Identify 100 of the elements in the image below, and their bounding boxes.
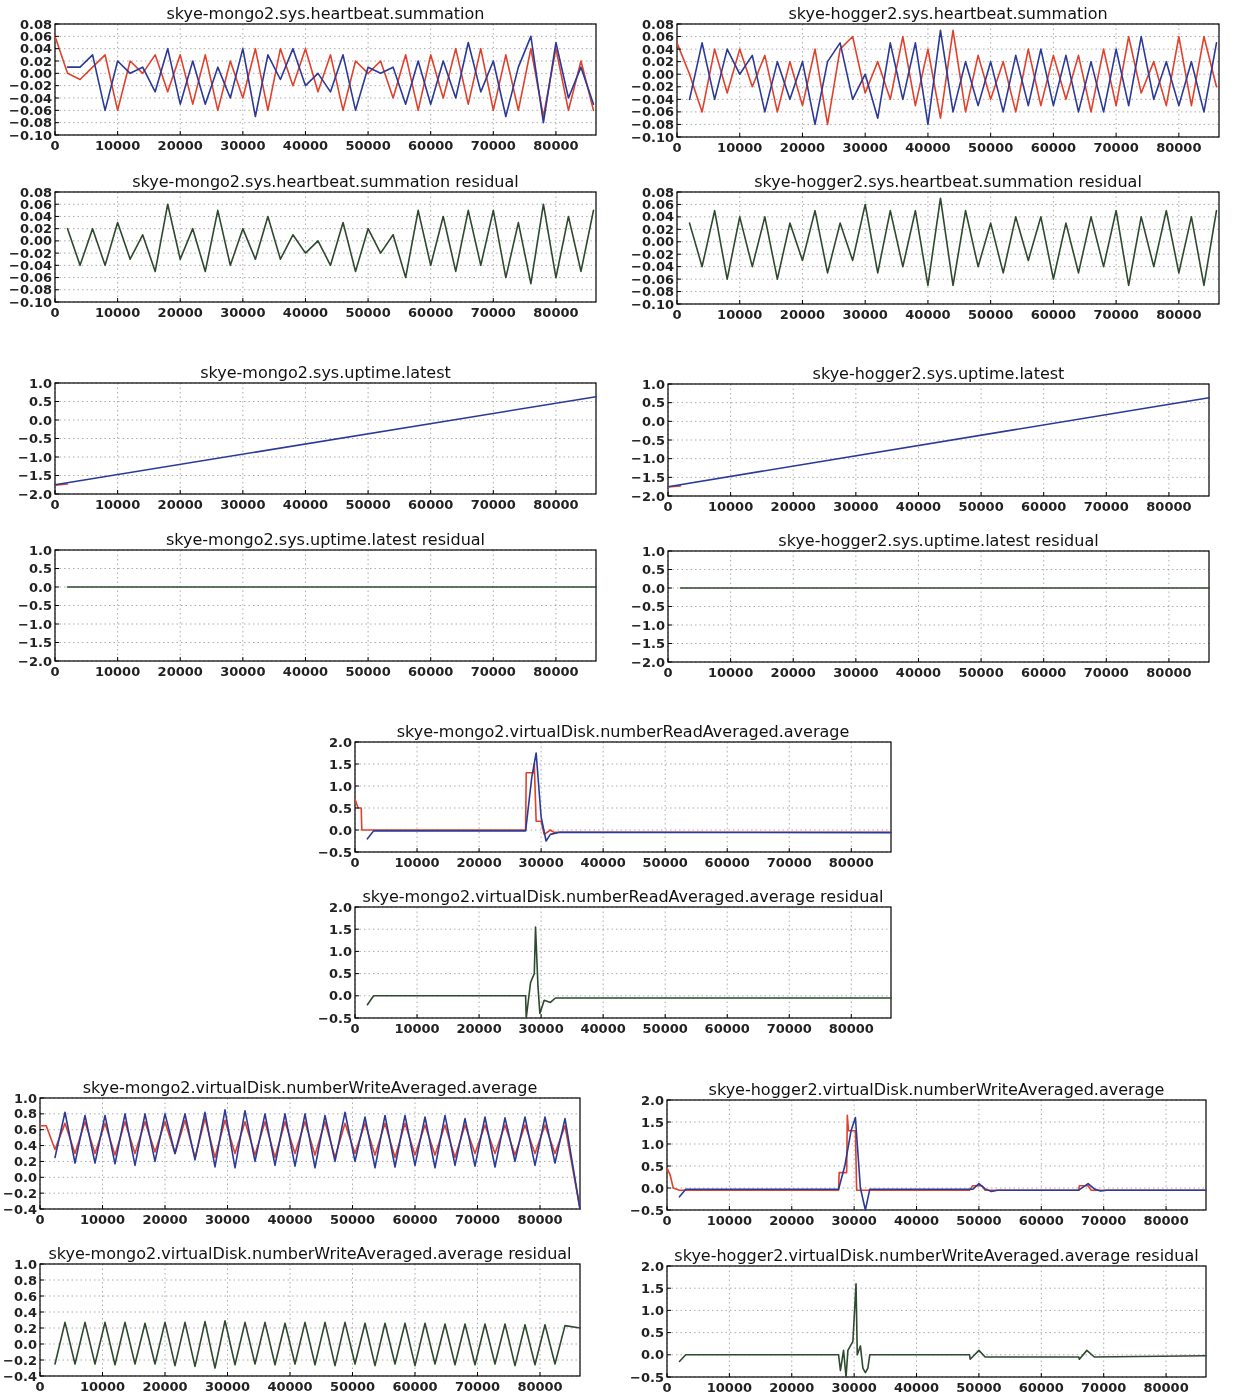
line-series	[66, 203, 595, 285]
x-tick-label: 60000	[1018, 1213, 1064, 1228]
x-tick-label: 0	[50, 664, 60, 679]
y-tick-label: 2.0	[328, 734, 352, 750]
y-tick-label: −0.5	[18, 431, 52, 447]
y-tick-label: 0.0	[640, 1347, 664, 1363]
x-tick-label: 40000	[267, 1379, 313, 1394]
x-tick-label: 60000	[1030, 307, 1077, 322]
x-tick-label: 80000	[1146, 499, 1192, 514]
x-tick-label: 80000	[517, 1379, 563, 1394]
y-tick-label: −0.5	[18, 598, 52, 614]
x-tick-label: 40000	[893, 1213, 940, 1228]
x-tick-label: 70000	[454, 1379, 501, 1394]
x-tick-label: 0	[663, 665, 673, 680]
y-tick-label: 0.4	[13, 1138, 37, 1154]
y-tick-label: 0.5	[641, 562, 665, 578]
x-tick-label: 70000	[470, 305, 516, 320]
y-tick-label: −1.0	[18, 616, 52, 632]
x-tick-label: 10000	[394, 1021, 440, 1036]
x-tick-label: 0	[663, 499, 673, 514]
x-tick-label: 10000	[394, 855, 440, 870]
y-tick-label: 1.0	[640, 1302, 664, 1318]
line-series	[366, 752, 892, 842]
x-tick-label: 80000	[533, 664, 579, 679]
x-tick-label: 20000	[157, 664, 203, 679]
x-tick-label: 40000	[282, 138, 329, 153]
y-tick-label: −0.2	[3, 1352, 37, 1368]
x-tick-label: 10000	[79, 1212, 126, 1227]
x-tick-label: 20000	[779, 140, 826, 155]
y-tick-label: −1.5	[631, 636, 665, 652]
x-tick-label: 60000	[392, 1379, 438, 1394]
x-tick-label: 30000	[842, 307, 888, 322]
x-tick-label: 50000	[345, 497, 391, 512]
x-tick-label: 50000	[956, 1213, 1002, 1228]
x-tick-label: 50000	[329, 1379, 376, 1394]
y-tick-label: −0.5	[318, 1010, 352, 1026]
x-tick-label: 50000	[958, 665, 1004, 680]
x-tick-label: 50000	[345, 305, 391, 320]
x-tick-label: 40000	[893, 1380, 940, 1395]
chart-title: skye-mongo2.sys.uptime.latest residual	[165, 530, 486, 549]
x-tick-label: 70000	[470, 497, 516, 512]
x-tick-label: 10000	[706, 1380, 752, 1395]
y-tick-label: −1.0	[631, 617, 665, 633]
y-tick-label: 2.0	[328, 899, 352, 915]
x-tick-label: 40000	[282, 497, 329, 512]
x-tick-label: 10000	[717, 307, 763, 322]
x-tick-label: 30000	[518, 1021, 564, 1036]
x-tick-label: 10000	[708, 665, 754, 680]
y-tick-label: 1.5	[640, 1114, 664, 1130]
y-tick-label: 0.0	[328, 822, 352, 838]
x-tick-label: 80000	[1156, 140, 1202, 155]
x-tick-label: 10000	[95, 138, 141, 153]
y-tick-label: −0.5	[631, 432, 665, 448]
x-tick-label: 40000	[905, 307, 951, 322]
y-tick-label: −0.4	[3, 1368, 37, 1384]
x-tick-label: 70000	[1093, 307, 1139, 322]
line-series	[688, 197, 1218, 287]
line-series	[678, 1116, 1207, 1211]
y-tick-label: 0.0	[28, 579, 52, 595]
x-tick-label: 60000	[408, 305, 454, 320]
y-tick-label: 0.6	[13, 1288, 37, 1304]
x-tick-label: 0	[50, 305, 60, 320]
y-tick-label: −2.0	[631, 488, 665, 504]
x-tick-label: 10000	[717, 140, 763, 155]
y-tick-label: 2.0	[640, 1258, 664, 1274]
x-tick-label: 60000	[704, 855, 750, 870]
x-tick-label: 60000	[1021, 499, 1067, 514]
x-tick-label: 10000	[95, 664, 141, 679]
x-tick-label: 30000	[220, 305, 266, 320]
x-tick-label: 20000	[769, 1213, 815, 1228]
y-tick-label: −1.5	[18, 468, 52, 484]
y-tick-label: 1.0	[640, 1136, 664, 1152]
chart-title: skye-hogger2.virtualDisk.numberWriteAveraged.average residual	[674, 1246, 1199, 1265]
y-tick-label: −0.2	[3, 1185, 37, 1201]
x-tick-label: 80000	[533, 305, 579, 320]
x-tick-label: 70000	[470, 664, 516, 679]
y-tick-label: 0.4	[13, 1304, 37, 1320]
x-tick-label: 60000	[1018, 1380, 1064, 1395]
x-tick-label: 80000	[1143, 1380, 1189, 1395]
y-tick-label: 1.5	[328, 921, 352, 937]
x-tick-label: 80000	[1156, 307, 1202, 322]
y-tick-label: 0.5	[641, 395, 665, 411]
y-tick-label: 0.6	[13, 1122, 37, 1138]
x-tick-label: 20000	[770, 665, 816, 680]
x-tick-label: 80000	[533, 138, 579, 153]
x-tick-label: 20000	[456, 855, 502, 870]
x-tick-label: 80000	[828, 1021, 874, 1036]
x-tick-label: 60000	[704, 1021, 750, 1036]
x-tick-label: 70000	[766, 855, 812, 870]
x-tick-label: 0	[35, 1212, 45, 1227]
x-tick-label: 60000	[392, 1212, 438, 1227]
line-series	[366, 926, 892, 1019]
x-tick-label: 40000	[905, 140, 951, 155]
y-tick-label: −0.5	[318, 844, 352, 860]
x-tick-label: 60000	[408, 497, 454, 512]
y-tick-label: 0.0	[13, 1169, 37, 1185]
y-tick-label: −0.5	[630, 1202, 664, 1218]
chart-title: skye-hogger2.sys.uptime.latest residual	[778, 531, 1099, 550]
x-tick-label: 20000	[157, 497, 203, 512]
y-tick-label: 1.0	[28, 542, 52, 558]
